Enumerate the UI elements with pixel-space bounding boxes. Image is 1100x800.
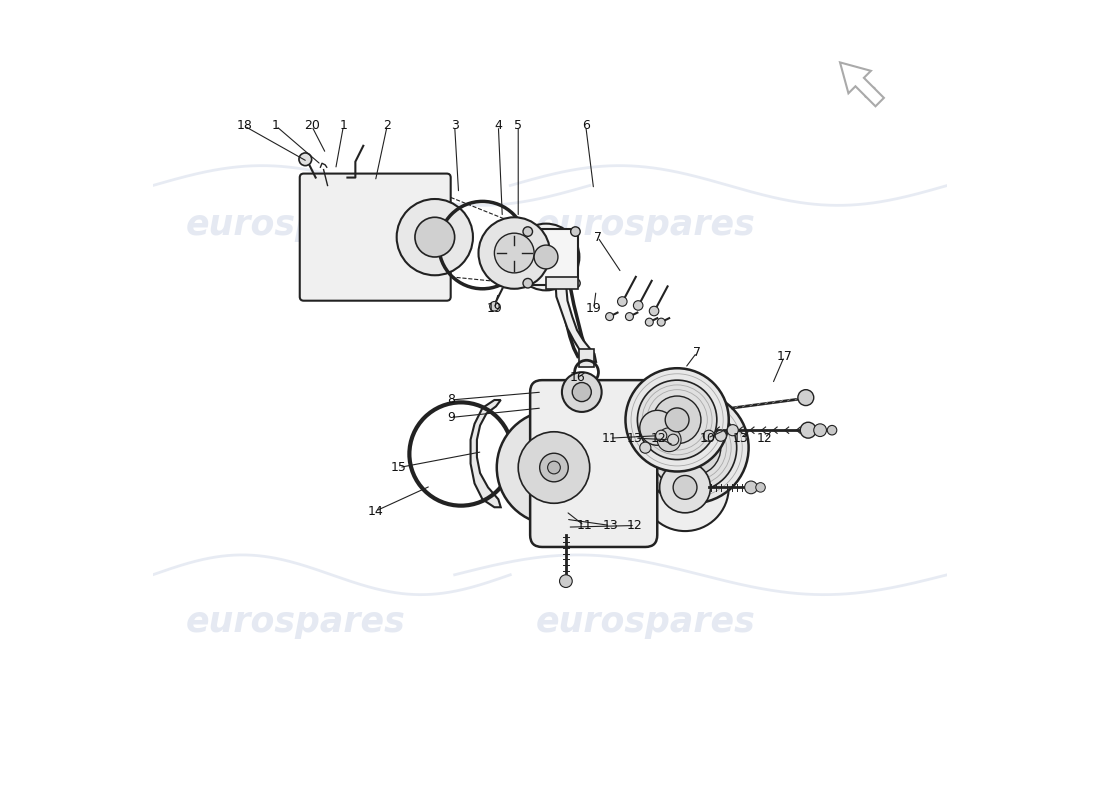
Text: 19: 19 bbox=[586, 302, 602, 315]
Text: 8: 8 bbox=[447, 394, 454, 406]
Circle shape bbox=[634, 301, 642, 310]
Text: 19: 19 bbox=[486, 302, 503, 315]
Text: 1: 1 bbox=[340, 119, 348, 133]
Circle shape bbox=[513, 224, 580, 290]
Text: 6: 6 bbox=[582, 119, 590, 133]
Circle shape bbox=[646, 318, 653, 326]
PathPatch shape bbox=[471, 400, 501, 507]
Circle shape bbox=[640, 410, 674, 446]
Circle shape bbox=[653, 396, 701, 444]
Text: 12: 12 bbox=[627, 519, 642, 532]
Text: 13: 13 bbox=[603, 519, 618, 532]
Text: 2: 2 bbox=[383, 119, 392, 133]
Text: eurospares: eurospares bbox=[536, 208, 756, 242]
Bar bbox=[580, 349, 594, 366]
Text: 18: 18 bbox=[236, 119, 252, 133]
Circle shape bbox=[727, 425, 738, 436]
Circle shape bbox=[801, 422, 816, 438]
Circle shape bbox=[668, 434, 679, 446]
Bar bbox=[526, 229, 578, 285]
Text: 7: 7 bbox=[693, 346, 701, 359]
Text: 3: 3 bbox=[451, 119, 459, 133]
Circle shape bbox=[606, 313, 614, 321]
Circle shape bbox=[522, 227, 532, 236]
Circle shape bbox=[397, 199, 473, 275]
Circle shape bbox=[522, 278, 532, 288]
Circle shape bbox=[756, 482, 766, 492]
Circle shape bbox=[518, 432, 590, 503]
Circle shape bbox=[478, 218, 550, 289]
Text: 7: 7 bbox=[594, 230, 602, 244]
Circle shape bbox=[490, 302, 499, 311]
Circle shape bbox=[494, 233, 535, 273]
Circle shape bbox=[827, 426, 837, 435]
Text: 10: 10 bbox=[700, 432, 715, 445]
Text: eurospares: eurospares bbox=[186, 208, 406, 242]
Text: 1: 1 bbox=[272, 119, 279, 133]
Circle shape bbox=[637, 392, 749, 503]
Text: 5: 5 bbox=[514, 119, 522, 133]
Bar bbox=[546, 277, 578, 289]
Circle shape bbox=[626, 313, 634, 321]
Circle shape bbox=[666, 420, 720, 475]
Circle shape bbox=[814, 424, 826, 437]
FancyBboxPatch shape bbox=[530, 380, 658, 547]
FancyArrow shape bbox=[840, 62, 884, 106]
PathPatch shape bbox=[556, 282, 596, 362]
Circle shape bbox=[798, 390, 814, 406]
Circle shape bbox=[658, 428, 681, 452]
Circle shape bbox=[660, 462, 711, 513]
Circle shape bbox=[560, 574, 572, 587]
Text: 17: 17 bbox=[777, 350, 792, 363]
Circle shape bbox=[745, 481, 758, 494]
Text: 12: 12 bbox=[757, 432, 772, 445]
Text: 11: 11 bbox=[602, 432, 617, 445]
Text: 13: 13 bbox=[627, 432, 642, 445]
Circle shape bbox=[703, 430, 715, 442]
Text: eurospares: eurospares bbox=[536, 606, 756, 639]
Circle shape bbox=[673, 475, 697, 499]
Circle shape bbox=[572, 382, 592, 402]
Text: 14: 14 bbox=[367, 505, 383, 518]
Text: 9: 9 bbox=[447, 411, 454, 424]
Text: 13: 13 bbox=[733, 432, 748, 445]
Circle shape bbox=[617, 297, 627, 306]
Circle shape bbox=[497, 410, 612, 525]
Circle shape bbox=[548, 461, 560, 474]
Text: 15: 15 bbox=[392, 461, 407, 474]
Text: 12: 12 bbox=[651, 432, 667, 445]
Text: 4: 4 bbox=[494, 119, 503, 133]
Circle shape bbox=[658, 318, 666, 326]
Circle shape bbox=[715, 430, 726, 442]
Circle shape bbox=[571, 278, 580, 288]
Circle shape bbox=[571, 227, 580, 236]
Text: 11: 11 bbox=[576, 519, 592, 532]
Circle shape bbox=[649, 306, 659, 316]
Text: eurospares: eurospares bbox=[186, 606, 406, 639]
Circle shape bbox=[649, 404, 737, 491]
FancyBboxPatch shape bbox=[300, 174, 451, 301]
Circle shape bbox=[626, 368, 729, 471]
Circle shape bbox=[415, 218, 454, 257]
Circle shape bbox=[540, 454, 569, 482]
Circle shape bbox=[666, 408, 689, 432]
Circle shape bbox=[299, 153, 311, 166]
Circle shape bbox=[637, 380, 717, 459]
Text: 16: 16 bbox=[570, 371, 585, 384]
Circle shape bbox=[535, 245, 558, 269]
Text: 20: 20 bbox=[304, 119, 320, 133]
Circle shape bbox=[640, 442, 651, 454]
Circle shape bbox=[656, 430, 667, 442]
Circle shape bbox=[641, 444, 729, 531]
Circle shape bbox=[562, 372, 602, 412]
